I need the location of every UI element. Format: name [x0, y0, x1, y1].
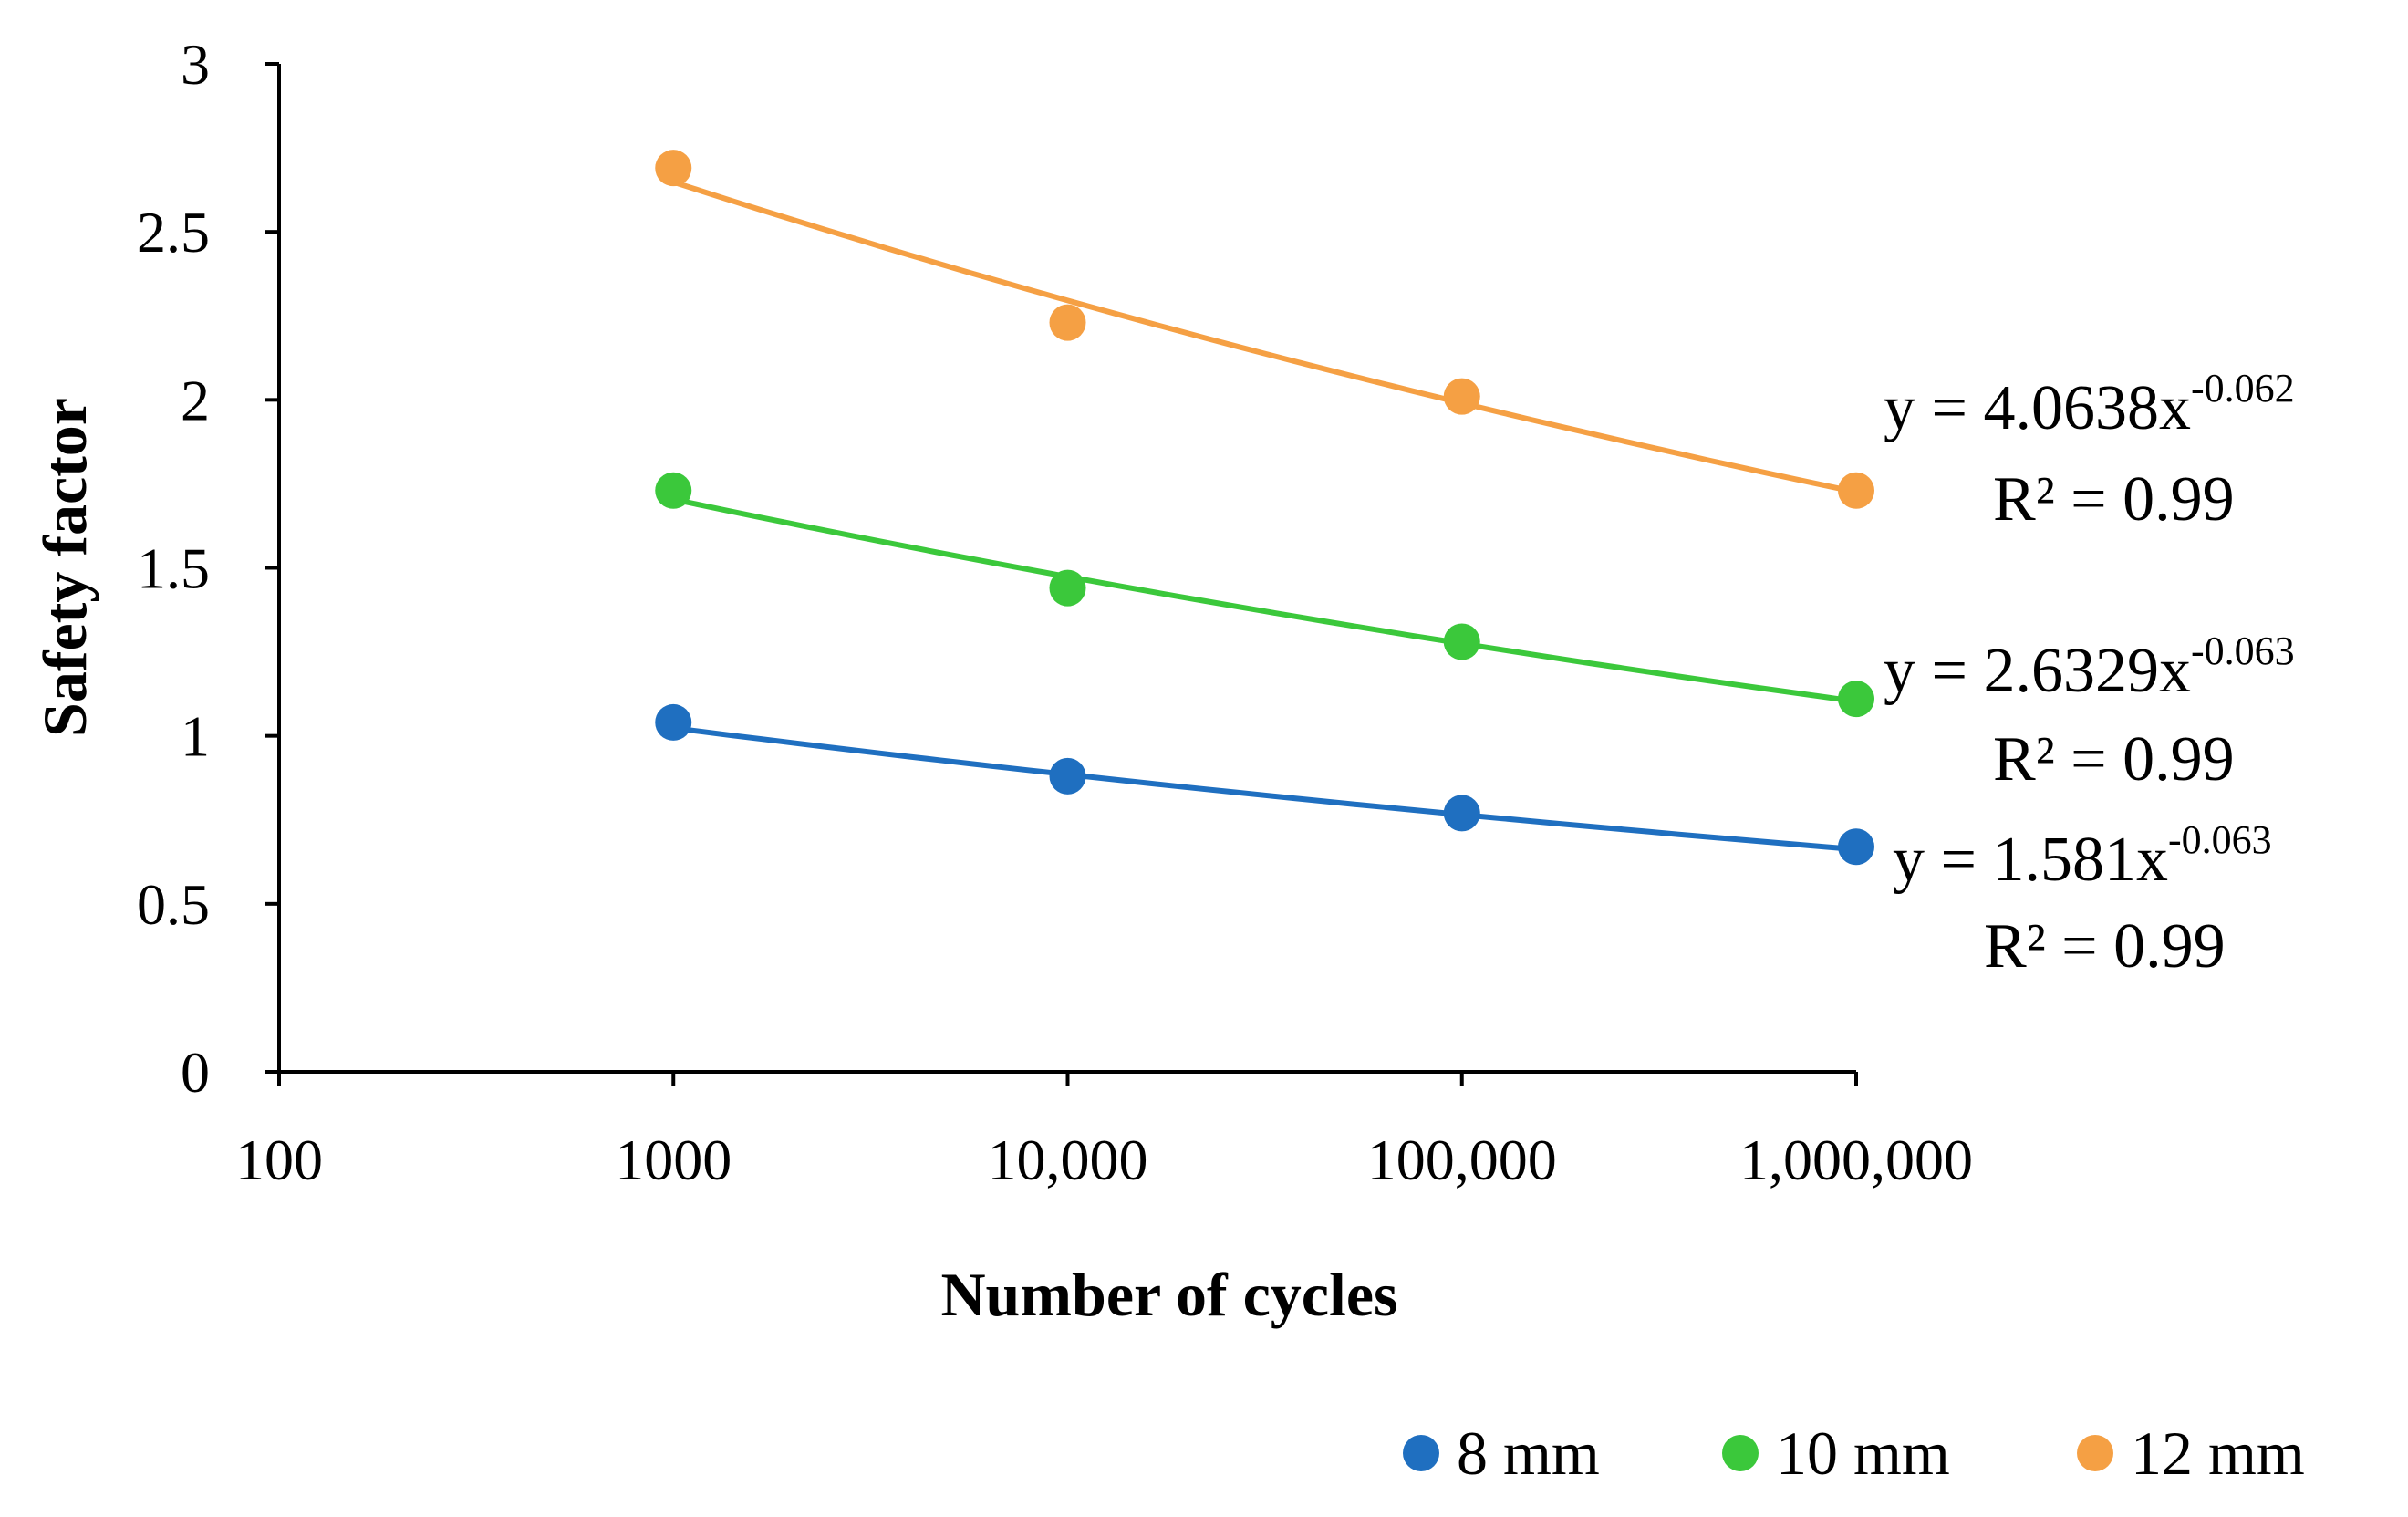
legend-label-8-mm: 8 mm	[1457, 1418, 1600, 1488]
r-squared-8-mm: R² = 0.99	[1984, 911, 2226, 982]
y-tick-label: 2.5	[137, 200, 210, 265]
x-tick-label: 1,000,000	[1739, 1127, 1973, 1192]
data-point-12-mm	[655, 150, 692, 187]
x-tick-label: 1000	[615, 1127, 732, 1192]
x-tick-label: 100	[235, 1127, 323, 1192]
data-point-8-mm	[1838, 828, 1874, 866]
legend-marker-12-mm	[2077, 1435, 2113, 1471]
legend: 8 mm 10 mm 12 mm	[1403, 1418, 2305, 1488]
legend-marker-8-mm	[1403, 1435, 1439, 1471]
legend-label-12-mm: 12 mm	[2131, 1418, 2305, 1488]
equation-12-mm: y = 4.0638x-0.062	[1884, 366, 2295, 443]
data-point-12-mm	[1838, 472, 1874, 509]
equation-10-mm: y = 2.6329x-0.063	[1884, 629, 2295, 706]
y-axis-title: Safety factor	[30, 398, 99, 737]
data-point-10-mm	[655, 472, 692, 509]
x-tick-label: 100,000	[1367, 1127, 1557, 1192]
y-tick-label: 2	[181, 368, 210, 432]
y-tick-label: 3	[181, 32, 210, 97]
x-axis-title: Number of cycles	[940, 1260, 1397, 1329]
data-point-8-mm	[1049, 757, 1086, 795]
r-squared-12-mm: R² = 0.99	[1993, 464, 2235, 535]
legend-marker-10-mm	[1722, 1435, 1759, 1471]
data-point-12-mm	[1049, 304, 1086, 341]
trendlines	[672, 179, 1857, 853]
data-point-10-mm	[1838, 681, 1874, 718]
trendline-10-mm	[672, 496, 1857, 704]
data-point-8-mm	[1443, 795, 1480, 832]
axes	[277, 64, 1856, 1074]
points	[655, 150, 1874, 866]
x-ticks: 100 1000 10,000 100,000 1,000,000	[235, 1072, 1973, 1192]
equation-8-mm: y = 1.581x-0.063	[1893, 817, 2272, 895]
y-tick-label: 1.5	[137, 536, 210, 601]
y-tick-label: 1	[181, 704, 210, 769]
x-tick-label: 10,000	[988, 1127, 1148, 1192]
y-tick-label: 0	[181, 1040, 210, 1105]
legend-label-10-mm: 10 mm	[1776, 1418, 1950, 1488]
data-point-8-mm	[655, 703, 692, 741]
trendline-12-mm	[672, 179, 1857, 495]
data-point-10-mm	[1443, 623, 1480, 660]
r-squared-10-mm: R² = 0.99	[1993, 724, 2235, 795]
data-point-12-mm	[1443, 378, 1480, 415]
data-point-10-mm	[1049, 569, 1086, 607]
trendline-8-mm	[672, 725, 1857, 853]
y-ticks: 0 0.5 1 1.5 2 2.5 3	[137, 32, 279, 1105]
equations: y = 1.581x-0.063 R² = 0.99 y = 2.6329x-0.0…	[1884, 366, 2295, 982]
y-tick-label: 0.5	[137, 872, 210, 937]
